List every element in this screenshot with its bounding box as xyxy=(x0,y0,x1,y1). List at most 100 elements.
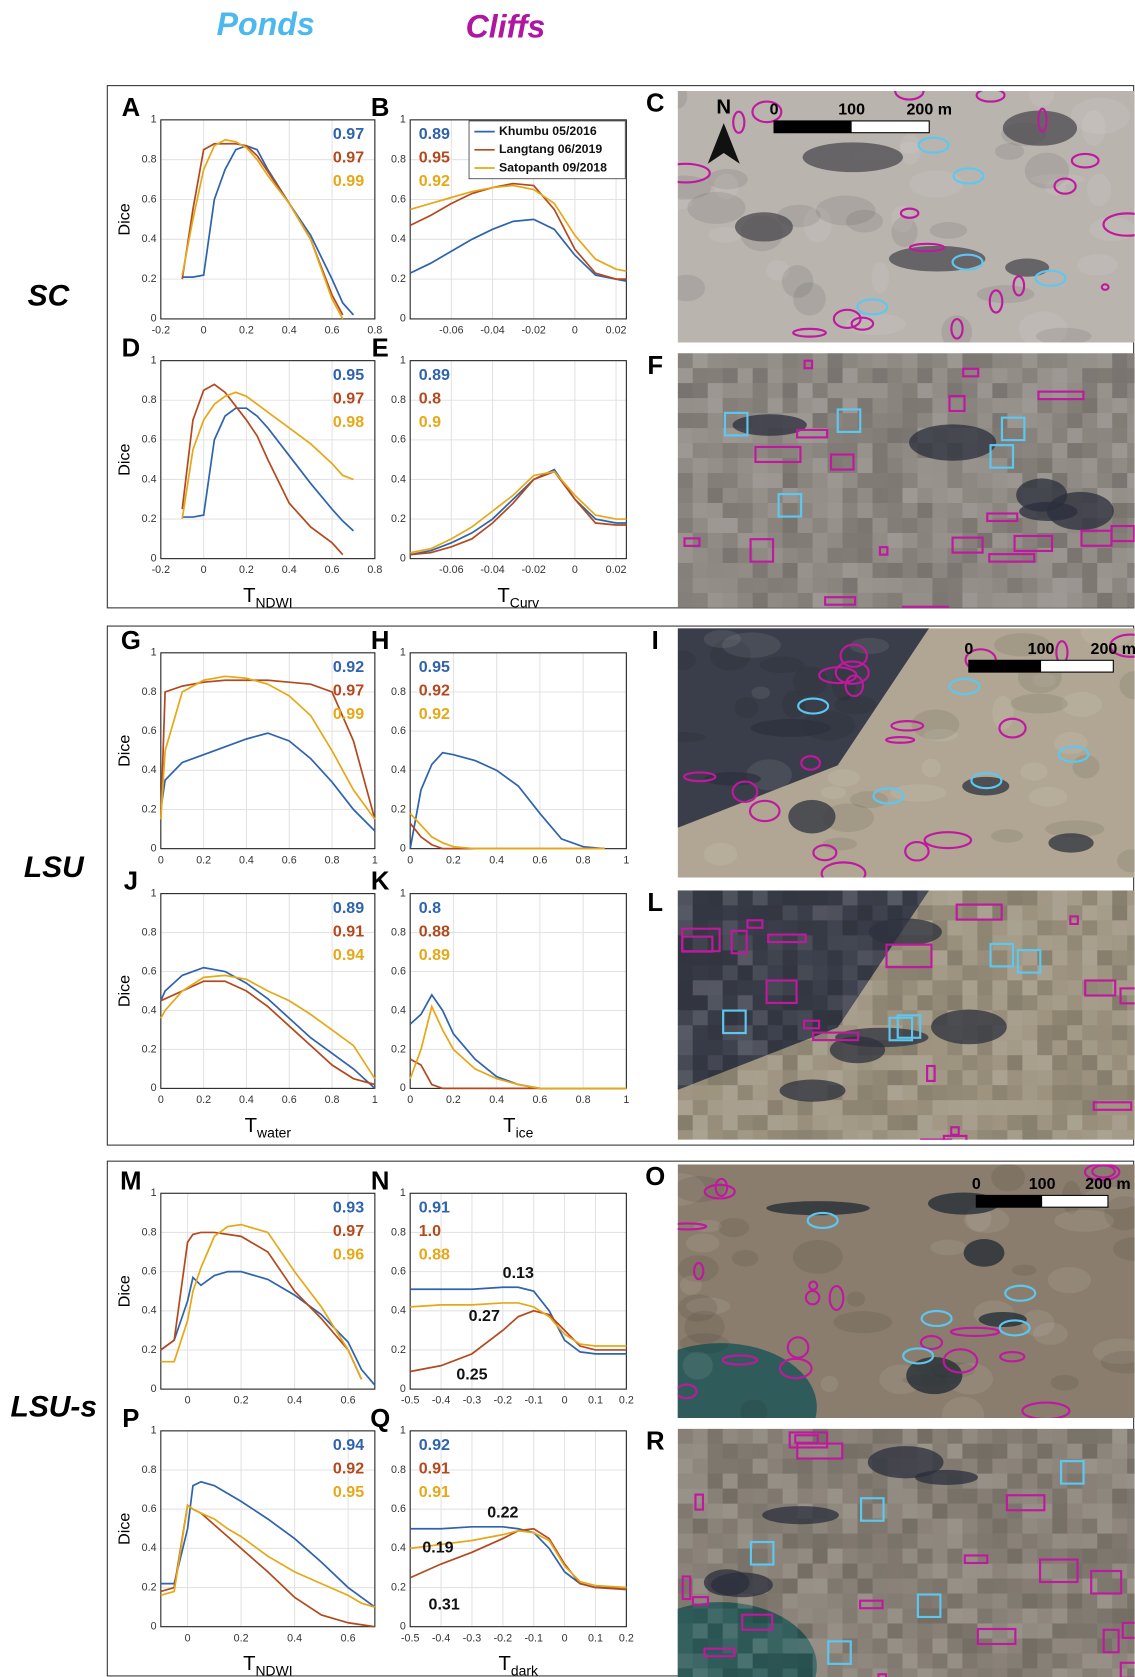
image-pixel xyxy=(1097,1638,1113,1654)
score-label: 0.92 xyxy=(333,1460,364,1478)
image-pixel xyxy=(753,950,768,965)
x-tick-label: 0.8 xyxy=(576,854,591,866)
image-texture xyxy=(1092,1338,1135,1364)
image-pixel xyxy=(902,905,917,920)
image-pixel xyxy=(1112,368,1128,384)
x-axis-symbol: T xyxy=(243,1654,255,1676)
image-pixel xyxy=(797,1100,813,1116)
image-pixel xyxy=(1037,398,1053,414)
image-pixel xyxy=(752,1638,768,1654)
image-pixel xyxy=(752,1100,768,1116)
image-pixel xyxy=(692,1473,708,1489)
image-texture xyxy=(976,285,1035,304)
image-pixel xyxy=(1052,920,1068,936)
image-pixel xyxy=(1082,1130,1098,1140)
image-pixel xyxy=(737,905,753,921)
image-pixel xyxy=(1097,950,1113,966)
image-pixel xyxy=(737,1653,753,1669)
image-pixel xyxy=(707,383,723,399)
y-tick-label: 0 xyxy=(400,1383,406,1395)
image-pixel xyxy=(1097,1474,1112,1489)
image-pixel xyxy=(797,577,813,593)
image-pixel xyxy=(692,398,708,414)
image-pixel xyxy=(723,353,738,368)
axes-frame xyxy=(160,652,376,850)
image-pixel xyxy=(723,1534,738,1549)
y-axis-label: Dice xyxy=(116,975,134,1007)
image-pixel xyxy=(707,1458,723,1474)
image-pixel xyxy=(902,547,918,563)
image-pixel xyxy=(767,1010,783,1026)
image-pixel xyxy=(692,1518,708,1534)
image-pixel xyxy=(783,1623,798,1638)
y-tick-label: 0.8 xyxy=(391,154,406,166)
image-pixel xyxy=(962,1070,978,1086)
image-pixel xyxy=(692,1593,708,1609)
cliff-outline xyxy=(804,1289,821,1306)
image-pixel xyxy=(1052,980,1067,995)
image-pixel xyxy=(812,368,828,384)
image-pixel xyxy=(992,592,1008,608)
image-pixel xyxy=(947,1100,963,1116)
image-pixel xyxy=(1022,368,1037,383)
image-pixel xyxy=(843,905,858,920)
image-pixel xyxy=(872,1115,888,1131)
image-pixel xyxy=(1052,890,1068,906)
image-pixel xyxy=(707,965,723,981)
image-pixel xyxy=(677,1653,693,1669)
x-axis-subscript: water xyxy=(256,1124,291,1140)
score-label: 0.95 xyxy=(419,149,450,167)
image-pixel xyxy=(1112,890,1128,906)
image-pixel xyxy=(1127,1473,1135,1489)
image-pixel xyxy=(902,1609,917,1624)
image-pixel xyxy=(857,1100,873,1116)
x-tick-label: 0 xyxy=(562,1395,568,1407)
image-pixel xyxy=(782,905,798,921)
y-tick-label: 0 xyxy=(400,1082,406,1094)
image-pixel xyxy=(797,517,813,533)
image-pixel xyxy=(992,503,1007,518)
image-pixel xyxy=(887,577,903,593)
image-pixel xyxy=(1127,1593,1135,1609)
image-pixel xyxy=(722,1085,738,1101)
image-pixel xyxy=(782,1533,798,1549)
image-pixel xyxy=(1052,1533,1068,1549)
score-label: 0.91 xyxy=(419,1483,450,1501)
image-pixel xyxy=(1067,577,1083,593)
image-pixel xyxy=(797,1473,813,1489)
image-pixel xyxy=(752,1458,768,1474)
image-pixel xyxy=(962,1638,978,1654)
pond-outline xyxy=(896,1014,922,1039)
image-pixel xyxy=(692,950,708,966)
image-pixel xyxy=(842,1608,858,1624)
scale-label: 100 xyxy=(1029,1175,1056,1193)
x-tick-label: 0.2 xyxy=(446,854,461,866)
image-pixel xyxy=(692,1443,708,1459)
image-pixel xyxy=(1067,890,1083,906)
image-pixel xyxy=(737,1548,753,1564)
image-pixel xyxy=(932,1040,947,1055)
pond-outline xyxy=(1057,745,1090,763)
image-pixel xyxy=(842,1503,858,1519)
image-pixel xyxy=(677,1458,693,1474)
image-pixel xyxy=(797,1653,813,1669)
image-texture xyxy=(815,195,876,226)
image-pixel xyxy=(1037,1085,1052,1100)
image-pixel xyxy=(1052,1668,1068,1677)
image-pixel xyxy=(722,473,738,489)
image-pixel xyxy=(962,1578,978,1594)
image-pixel xyxy=(753,1623,768,1638)
image-pixel xyxy=(692,592,708,608)
image-pixel xyxy=(828,1668,843,1677)
image-pixel xyxy=(782,1578,798,1594)
image-pixel xyxy=(752,965,768,981)
score-label: 0.89 xyxy=(333,899,364,917)
image-pixel xyxy=(962,1115,978,1131)
image-pixel xyxy=(752,368,768,384)
image-pixel xyxy=(1037,562,1053,578)
image-pixel xyxy=(692,577,708,593)
image-pixel xyxy=(737,1115,753,1131)
image-pixel xyxy=(722,592,738,608)
image-dark-feature xyxy=(909,424,997,461)
image-texture xyxy=(1086,173,1112,207)
